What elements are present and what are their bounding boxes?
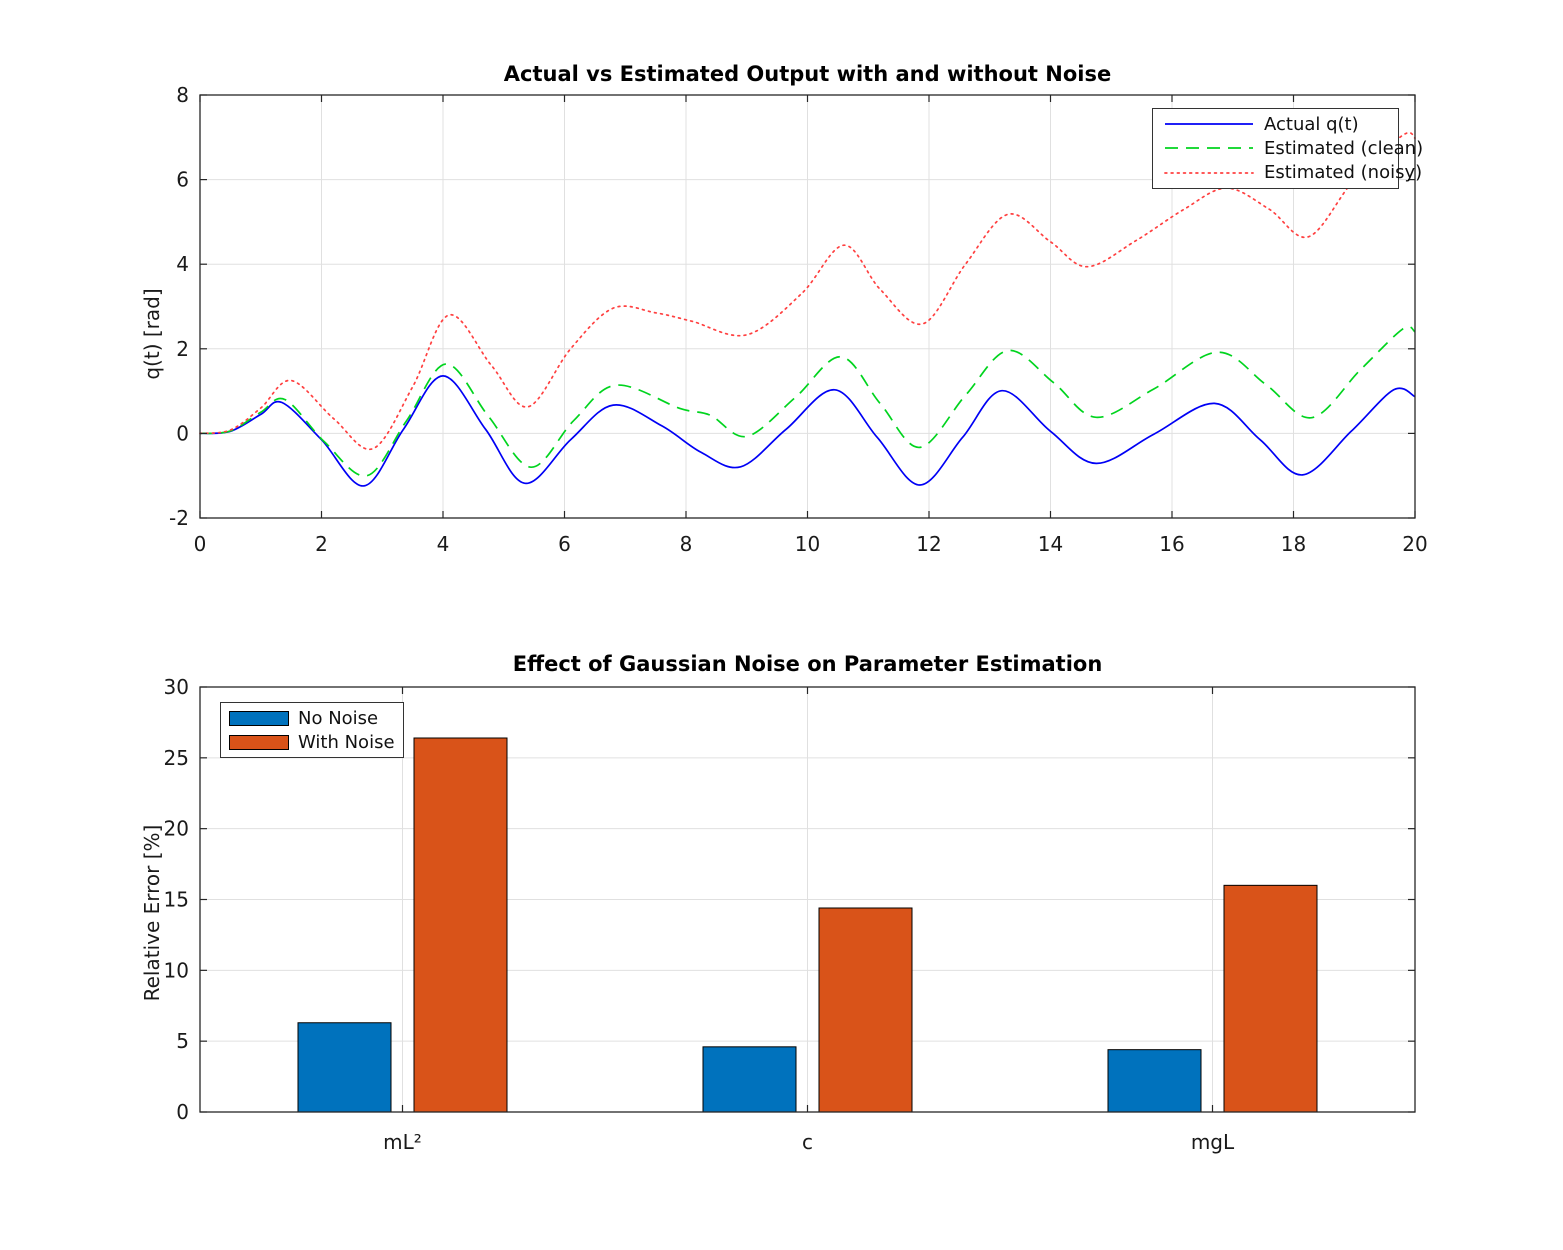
tick-label: 5 xyxy=(176,1029,189,1053)
tick-label: -2 xyxy=(169,506,189,530)
legend-line-sample-dotted xyxy=(1164,171,1254,174)
tick-label: 8 xyxy=(176,83,189,107)
tick-label: mL² xyxy=(383,1130,422,1154)
tick-label: 4 xyxy=(437,532,450,556)
tick-label: 20 xyxy=(1402,532,1427,556)
tick-label: 6 xyxy=(558,532,571,556)
tick-label: 10 xyxy=(164,958,189,982)
legend-label: With Noise xyxy=(298,731,395,753)
bar-with-noise xyxy=(413,737,508,1113)
legend-label: No Noise xyxy=(298,707,379,729)
bar-no-noise xyxy=(297,1022,392,1113)
tick-label: 0 xyxy=(176,1100,189,1124)
tick-label: 2 xyxy=(176,337,189,361)
tick-label: 8 xyxy=(680,532,693,556)
legend-swatch-no-noise xyxy=(229,710,289,726)
bar-chart-legend: No Noise With Noise xyxy=(220,702,404,758)
legend-entry-clean: Estimated (clean) xyxy=(1163,138,1423,159)
legend-line-sample-solid xyxy=(1165,123,1253,126)
tick-label: mgL xyxy=(1191,1130,1235,1154)
bar-chart-title: Effect of Gaussian Noise on Parameter Es… xyxy=(512,652,1103,676)
legend-label: Estimated (noisy) xyxy=(1264,162,1423,184)
line-series xyxy=(199,325,1416,477)
legend-entry-with-noise: With Noise xyxy=(229,732,403,753)
bar-with-noise xyxy=(818,907,913,1113)
tick-label: 0 xyxy=(194,532,207,556)
axes-box xyxy=(199,686,1416,1113)
line-chart-ylabel: q(t) [rad] xyxy=(140,288,164,380)
tick-label: 6 xyxy=(176,168,189,192)
line-series xyxy=(199,375,1416,487)
axes-box xyxy=(199,94,1416,519)
tick-label: 30 xyxy=(164,675,189,699)
tick-label: 18 xyxy=(1281,532,1306,556)
tick-label: c xyxy=(802,1130,813,1154)
tick-label: 14 xyxy=(1038,532,1063,556)
tick-label: 15 xyxy=(164,888,189,912)
tick-label: 20 xyxy=(164,817,189,841)
legend-entry-actual: Actual q(t) xyxy=(1163,114,1398,135)
tick-label: 25 xyxy=(164,746,189,770)
bar-with-noise xyxy=(1223,884,1318,1113)
legend-entry-no-noise: No Noise xyxy=(229,708,403,729)
legend-entry-noisy: Estimated (noisy) xyxy=(1163,162,1422,183)
tick-label: 4 xyxy=(176,252,189,276)
legend-swatch-with-noise xyxy=(229,734,289,750)
legend-label: Estimated (clean) xyxy=(1264,137,1424,159)
bar-no-noise xyxy=(1107,1049,1202,1113)
tick-label: 16 xyxy=(1159,532,1184,556)
bar-no-noise xyxy=(702,1046,797,1113)
tick-label: 12 xyxy=(916,532,941,556)
line-chart-legend: Actual q(t) Estimated (clean) Estimated … xyxy=(1152,108,1423,189)
legend-label: Actual q(t) xyxy=(1264,113,1359,135)
bar-chart-ylabel: Relative Error [%] xyxy=(140,824,164,1002)
tick-label: 10 xyxy=(795,532,820,556)
legend-line-sample-dashed xyxy=(1165,147,1253,150)
line-chart-title: Actual vs Estimated Output with and with… xyxy=(503,62,1112,86)
tick-label: 2 xyxy=(315,532,328,556)
tick-label: 0 xyxy=(176,421,189,445)
